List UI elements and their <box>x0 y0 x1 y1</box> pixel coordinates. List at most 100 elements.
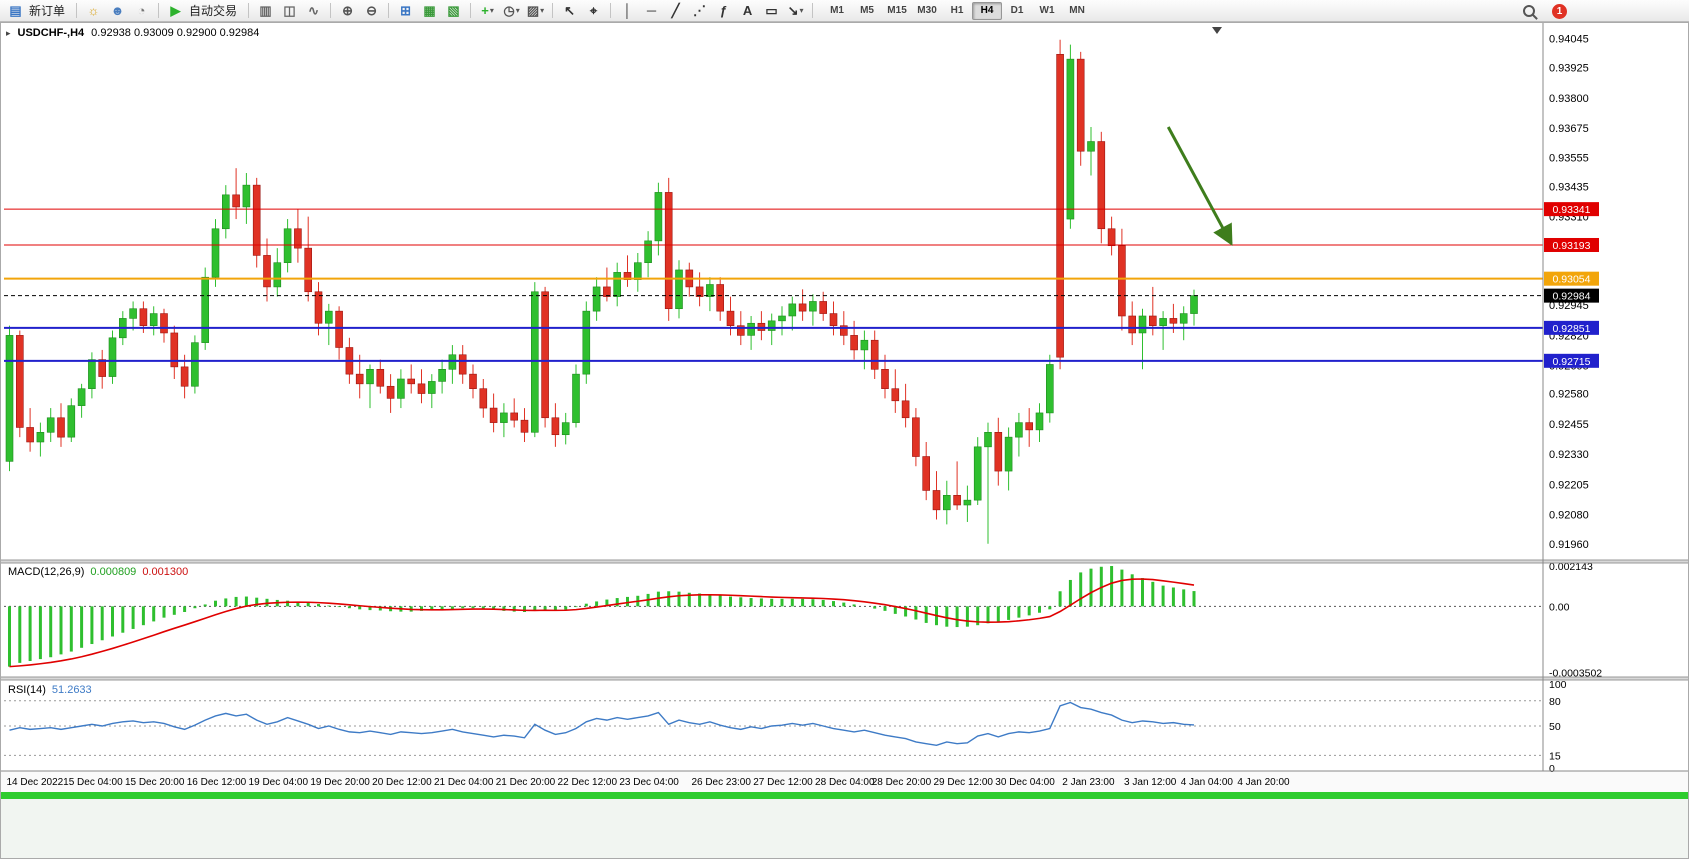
dropdown-arrow-icon[interactable]: ▾ <box>515 5 520 15</box>
time-label: 29 Dec 12:00 <box>934 777 994 788</box>
periods-icon[interactable]: ◷ ▾ <box>500 1 523 21</box>
price-tick-label: 0.93800 <box>1549 93 1589 105</box>
auto-trading-icon[interactable]: ▶ <box>164 1 187 21</box>
candle-body <box>376 368 385 387</box>
price-axis[interactable]: 0.94045 0.93925 0.93800 0.93675 0.93555 0.934… <box>1544 34 1599 551</box>
text-label-icon[interactable]: ▭ <box>760 1 783 21</box>
rsi-name: RSI(14) <box>8 684 46 696</box>
line-chart-icon[interactable]: ∿ <box>302 1 325 21</box>
timeframe-h4-button[interactable]: H4 <box>972 1 1003 20</box>
notification-badge[interactable]: 1 <box>1552 3 1567 19</box>
charts-lightbulb-icon[interactable]: ☼ <box>82 1 105 21</box>
panel-divider[interactable] <box>0 677 1689 680</box>
search-icon[interactable] <box>1517 1 1540 21</box>
macd-main-value: 0.000809 <box>90 566 137 578</box>
candle-body <box>850 335 858 351</box>
timeframe-w1-button[interactable]: W1 <box>1039 5 1055 16</box>
one-click-trading-toggle[interactable]: ▸ <box>6 27 11 38</box>
candle-body <box>561 422 570 436</box>
dropdown-arrow-icon[interactable]: ▾ <box>540 5 545 15</box>
cascade-windows-icon[interactable]: ▦ <box>418 1 441 21</box>
templates-icon[interactable]: ▨ ▾ <box>524 1 547 21</box>
time-label: 30 Dec 04:00 <box>995 777 1055 788</box>
candle-body <box>397 378 405 399</box>
zoom-in-icon[interactable]: ⊕ <box>336 1 359 21</box>
price-tick-label: 0.93555 <box>1549 152 1589 164</box>
chart-shift-marker[interactable] <box>1212 27 1222 34</box>
toolbar-separator <box>812 3 814 18</box>
timeframe-h1-button[interactable]: H1 <box>950 5 964 16</box>
crosshair-glyph: ⌖ <box>589 3 598 18</box>
chart-window[interactable]: 0.94045 0.93925 0.93800 0.93675 0.93555 0.934… <box>0 22 1689 859</box>
profile-icon[interactable]: ☻ <box>106 1 129 21</box>
candle-body <box>417 383 426 394</box>
fibonacci-icon[interactable]: ƒ <box>712 1 735 21</box>
horizontal-line-icon[interactable]: ─ <box>640 1 663 21</box>
price-tick-label: 0.93675 <box>1549 123 1589 135</box>
candle-body <box>479 388 488 409</box>
candle-body <box>1087 141 1095 152</box>
equidistant-channel-icon[interactable]: ⋰ <box>688 1 711 21</box>
candle-body <box>973 446 982 501</box>
timeframe-m15-button[interactable]: M15 <box>887 5 907 16</box>
candle-body <box>129 308 137 319</box>
zoom-out-icon[interactable]: ⊖ <box>360 1 383 21</box>
auto-trading-label[interactable]: 自动交易 <box>189 4 238 18</box>
arrows-tool-icon[interactable]: ↘ ▾ <box>784 1 807 21</box>
candle-body <box>386 385 395 399</box>
chart-canvas[interactable]: 0.94045 0.93925 0.93800 0.93675 0.93555 0.934… <box>0 22 1689 859</box>
candlestick-chart-icon[interactable]: ◫ <box>278 1 301 21</box>
time-label: 4 Jan 20:00 <box>1237 777 1290 788</box>
chart-title: ▸ USDCHF-,H4 0.92938 0.93009 0.92900 0.9… <box>6 27 259 39</box>
dropdown-arrow-icon[interactable]: ▾ <box>799 5 804 15</box>
zoom-out-glyph: ⊖ <box>366 3 377 18</box>
candle-body <box>695 286 704 297</box>
auto-trading-glyph: ▶ <box>170 3 181 18</box>
candle-body <box>407 378 416 385</box>
candle-body <box>1097 141 1106 230</box>
candle-body <box>500 412 508 423</box>
candle-body <box>15 335 24 428</box>
timeframe-d1-button[interactable]: D1 <box>1010 5 1024 16</box>
macd-indicator-label: MACD(12,26,9) 0.000809 0.001300 <box>8 566 188 578</box>
timeframe-m5-button[interactable]: M5 <box>860 5 874 16</box>
indicators-add-icon[interactable]: + ▾ <box>476 1 499 21</box>
price-tick-label: 0.92080 <box>1549 510 1589 522</box>
dropdown-arrow-icon[interactable]: ▾ <box>489 5 494 15</box>
candle-body <box>366 368 374 385</box>
text-icon[interactable]: A <box>736 1 759 21</box>
timeframe-toolbar: M1 M5 M15 M30 H1 H4 D1 W1 MN <box>822 1 1092 20</box>
vertical-line-glyph: │ <box>623 3 632 18</box>
toolbar-separator <box>158 3 160 18</box>
candle-body <box>675 269 683 310</box>
timeframe-m1-button[interactable]: M1 <box>830 5 844 16</box>
timeframe-m30-button[interactable]: M30 <box>917 5 937 16</box>
rsi-indicator-label: RSI(14) 51.2633 <box>8 684 92 696</box>
new-order-icon[interactable]: ▤ <box>4 1 27 21</box>
time-label: 19 Dec 20:00 <box>310 777 370 788</box>
candle-body <box>829 313 838 326</box>
candle-body <box>551 417 560 436</box>
annotation-arrow[interactable] <box>1166 126 1233 246</box>
market-watch-icon[interactable]: ◔ <box>130 1 153 21</box>
cursor-icon[interactable]: ↖ <box>558 1 581 21</box>
time-axis[interactable]: 14 Dec 2022 15 Dec 04:00 15 Dec 20:00 16 De… <box>7 777 1291 788</box>
trendline-icon[interactable]: ╱ <box>664 1 687 21</box>
arrange-windows-icon[interactable]: ▧ <box>442 1 465 21</box>
vertical-line-icon[interactable]: │ <box>616 1 639 21</box>
candle-body <box>932 490 941 511</box>
new-order-label[interactable]: 新订单 <box>29 4 66 18</box>
symbol-period-label: USDCHF-,H4 <box>17 27 85 39</box>
candle-body <box>36 432 45 443</box>
bar-chart-icon[interactable]: ▥ <box>254 1 277 21</box>
ohlc-values: 0.92938 0.93009 0.92900 0.92984 <box>91 27 260 39</box>
panel-divider[interactable] <box>0 560 1689 563</box>
candle-body <box>98 359 106 377</box>
candle-body <box>57 417 65 438</box>
time-axis-strip[interactable] <box>0 771 1689 792</box>
crosshair-icon[interactable]: ⌖ <box>582 1 605 21</box>
timeframe-mn-button[interactable]: MN <box>1069 5 1085 16</box>
price-tag <box>1544 271 1599 286</box>
profile-glyph: ☻ <box>110 3 125 18</box>
tile-windows-icon[interactable]: ⊞ <box>394 1 417 21</box>
